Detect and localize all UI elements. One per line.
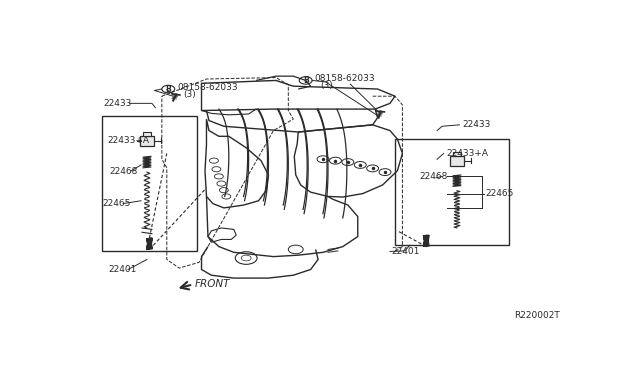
Text: 22468: 22468 <box>110 167 138 176</box>
Text: FRONT: FRONT <box>195 279 230 289</box>
Text: R220002T: R220002T <box>515 311 560 320</box>
Text: B: B <box>165 84 171 93</box>
Text: 22433+A: 22433+A <box>108 136 149 145</box>
Bar <box>102 116 196 251</box>
Text: 22401: 22401 <box>392 247 420 256</box>
Text: 08158-62033: 08158-62033 <box>315 74 375 83</box>
Bar <box>449 155 465 166</box>
Bar <box>395 139 509 245</box>
Text: (3): (3) <box>321 81 333 90</box>
Bar <box>453 152 461 155</box>
Text: B: B <box>303 76 308 85</box>
Text: 22433: 22433 <box>104 99 132 108</box>
Bar <box>143 132 151 135</box>
Text: 22433+A: 22433+A <box>446 149 488 158</box>
Text: 22465: 22465 <box>102 199 131 208</box>
Text: 22465: 22465 <box>486 189 514 198</box>
Text: (3): (3) <box>183 90 196 99</box>
Text: 22433: 22433 <box>462 121 490 129</box>
Text: 22468: 22468 <box>420 172 448 181</box>
Bar <box>140 135 154 145</box>
Text: 22401: 22401 <box>108 265 137 274</box>
Text: 08158-62033: 08158-62033 <box>177 83 238 92</box>
